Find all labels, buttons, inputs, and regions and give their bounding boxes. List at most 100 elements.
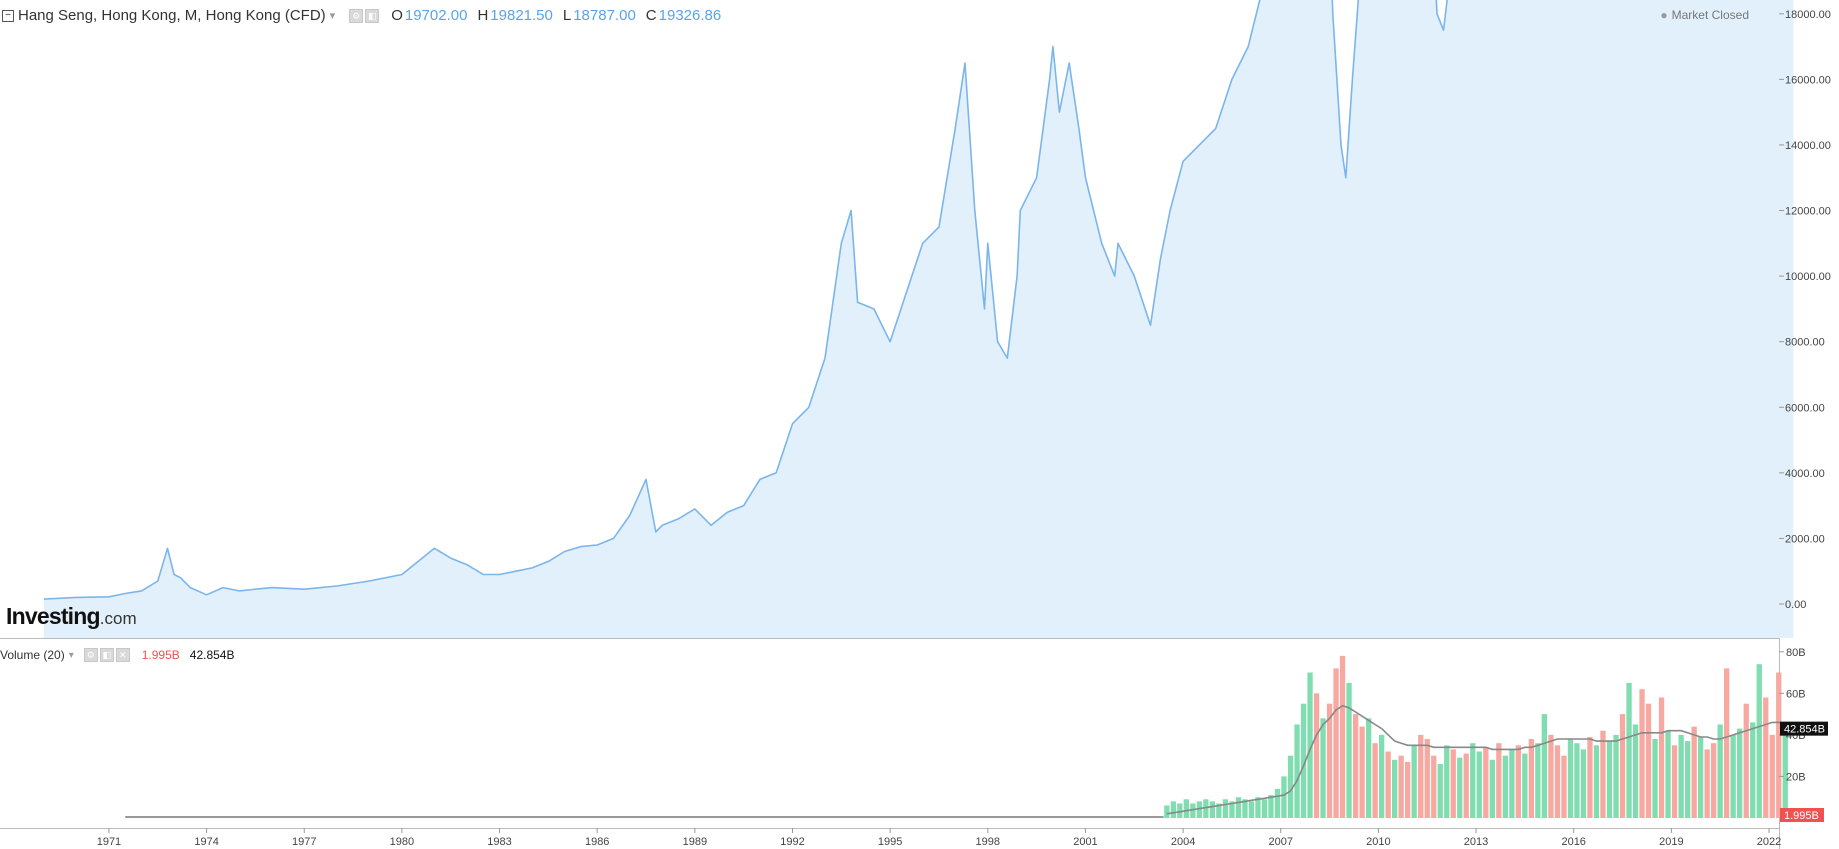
high-value: 19821.50	[490, 7, 553, 24]
time-tick-label: 2016	[1561, 836, 1585, 848]
volume-bar	[1769, 734, 1775, 818]
close-label: C	[645, 7, 657, 24]
volume-close-icon[interactable]: ✕	[115, 648, 130, 662]
volume-bar	[1763, 697, 1769, 818]
volume-bar	[1444, 745, 1450, 818]
volume-caret-icon[interactable]: ▾	[68, 649, 74, 661]
volume-bar	[1300, 703, 1307, 818]
volume-bar	[1600, 730, 1606, 818]
volume-bar	[1424, 739, 1430, 818]
volume-bar	[1737, 728, 1743, 818]
collapse-icon[interactable]: −	[2, 9, 14, 22]
volume-bar	[1333, 668, 1339, 818]
volume-bar	[1190, 803, 1196, 818]
volume-bar	[1606, 741, 1613, 818]
volume-bar	[1587, 737, 1593, 818]
time-tick-label: 1989	[683, 836, 707, 848]
volume-ma-tag	[1780, 721, 1828, 736]
volume-bar	[1756, 664, 1762, 818]
price-tick-label: 6000.00	[1785, 402, 1825, 414]
volume-format-icon[interactable]: ◧	[99, 648, 114, 662]
volume-bar	[1248, 801, 1255, 818]
price-tick-label: 0.00	[1785, 599, 1806, 611]
volume-bar	[1496, 743, 1502, 818]
price-legend: − Hang Seng, Hong Kong, M, Hong Kong (CF…	[2, 7, 721, 24]
volume-title[interactable]: Volume (20)	[0, 648, 65, 662]
volume-bar	[1619, 714, 1626, 818]
price-area	[43, 0, 1794, 638]
volume-bar	[1730, 734, 1736, 818]
volume-bar	[1398, 755, 1404, 818]
volume-bar	[1463, 753, 1469, 818]
format-icon[interactable]: ◧	[365, 8, 380, 23]
low-value: 18787.00	[573, 7, 636, 24]
volume-last-tag-label: 1.995B	[1784, 810, 1819, 822]
volume-bar	[1372, 743, 1378, 818]
volume-bar	[1307, 672, 1313, 818]
time-tick-label: 1998	[976, 836, 1000, 848]
volume-bar	[1366, 718, 1372, 818]
volume-bar	[1268, 795, 1274, 818]
volume-bar	[1548, 734, 1554, 818]
logo-main: Investing	[6, 603, 101, 629]
symbol-title[interactable]: Hang Seng, Hong Kong, M, Hong Kong (CFD)	[18, 7, 326, 24]
volume-bar	[1554, 745, 1561, 818]
time-tick-label: 2013	[1464, 836, 1488, 848]
volume-bar	[1691, 726, 1697, 818]
volume-bar	[1678, 734, 1684, 818]
volume-bar	[1326, 703, 1333, 818]
volume-bar	[1632, 724, 1639, 818]
volume-bar	[1405, 761, 1411, 818]
open-label: O	[391, 7, 403, 24]
status-dot-icon: ●	[1660, 8, 1668, 22]
price-tick-label: 2000.00	[1785, 533, 1825, 545]
volume-ma-value: 42.854B	[189, 648, 235, 662]
volume-bar	[1353, 714, 1359, 818]
time-tick-label: 1986	[585, 836, 609, 848]
price-tick-label: 18000.00	[1785, 9, 1831, 21]
price-line	[43, 0, 1448, 600]
volume-bar	[1235, 797, 1242, 818]
volume-bar	[1685, 741, 1691, 818]
axes: 36000.0034000.0032000.0030000.0028000.00…	[97, 9, 1831, 848]
volume-bar	[1593, 745, 1600, 818]
settings-icon[interactable]: ⚙	[349, 8, 364, 23]
open-value: 19702.00	[404, 7, 468, 24]
volume-bar	[1483, 747, 1489, 818]
volume-bar	[1313, 693, 1320, 818]
volume-bar	[1294, 724, 1300, 818]
volume-bar	[1183, 799, 1189, 818]
close-value: 19326.86	[658, 7, 722, 24]
volume-tick-label: 60B	[1786, 688, 1806, 700]
volume-bar	[1281, 776, 1287, 818]
volume-bar	[1222, 799, 1229, 818]
logo-suffix: .com	[99, 609, 137, 628]
volume-bar	[1717, 724, 1723, 818]
low-label: L	[562, 7, 572, 24]
volume-bar	[1639, 689, 1645, 818]
volume-bar	[1164, 805, 1170, 818]
volume-bar	[1229, 801, 1235, 818]
volume-bar	[1698, 737, 1704, 818]
volume-bar	[1626, 682, 1632, 818]
volume-bar	[1274, 788, 1281, 818]
volume-ma-line	[1166, 704, 1793, 815]
volume-bar	[1580, 749, 1587, 818]
price-tick-label: 12000.00	[1785, 206, 1831, 218]
volume-bar	[1658, 697, 1665, 818]
market-status: ● Market Closed	[1660, 8, 1749, 22]
volume-settings-icon[interactable]: ⚙	[83, 648, 98, 662]
caret-down-icon[interactable]: ▾	[329, 10, 336, 22]
market-status-text: Market Closed	[1671, 8, 1749, 22]
volume-bar	[1665, 730, 1671, 818]
volume-bar	[1671, 745, 1678, 818]
time-tick-label: 2004	[1171, 836, 1195, 848]
volume-bars	[125, 655, 1795, 818]
volume-bar	[1287, 755, 1294, 818]
time-tick-label: 2007	[1269, 836, 1293, 848]
volume-ma-tag-label: 42.854B	[1784, 724, 1825, 736]
volume-bar	[1437, 764, 1443, 818]
volume-bar	[1652, 739, 1658, 818]
time-tick-label: 1971	[97, 836, 121, 848]
